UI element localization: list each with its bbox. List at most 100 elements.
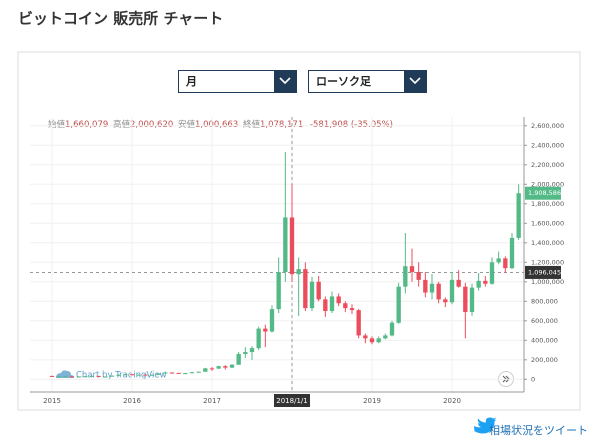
candle-body [229,364,235,368]
candle-body [449,279,455,303]
candle-body [263,328,268,332]
y-tick-label: 1,600,000 [531,219,564,227]
candle-body [396,286,401,323]
x-tick-label: 2018/1/1 [276,397,307,405]
y-tick-label: 0 [531,375,535,383]
candle-body [296,269,301,275]
x-tick-label: 2015 [43,397,61,405]
legend-change: -581,908 (-35.05%) [310,120,393,130]
candle-body [76,376,81,378]
candle-body [116,374,121,376]
watermark-text: Chart by TradingView [76,371,167,381]
last-price-label: 1,908,586 [528,189,561,197]
candle-body [109,375,115,377]
legend-label: 高値 [113,119,131,130]
candle-body [83,376,88,378]
candle-body [409,266,415,273]
candle-body [169,372,175,374]
legend-label: 安値 [178,119,196,130]
candle-body [149,374,155,376]
candle-body [349,308,355,311]
candle-body [156,373,161,375]
candle-body [103,376,108,378]
candle-body [503,258,508,269]
y-tick-label: 2,400,000 [531,141,564,149]
candle-body [129,374,135,376]
candle-body [189,372,195,374]
y-tick-label: 2,600,000 [531,122,564,130]
candle-body [329,296,335,312]
candle-body [496,258,501,263]
select-button[interactable] [274,70,297,93]
candle-body [443,299,448,303]
crosshair-x-box [274,394,310,407]
interval-select[interactable]: 月 [178,70,297,93]
watermark: Chart by TradingView [56,370,167,381]
candle-body [96,375,101,377]
candle-body [176,372,181,374]
x-tick-label: 2016 [123,397,141,405]
chevron [409,77,421,85]
candle-body [429,283,435,293]
candle-body [236,353,241,365]
candle-body [316,281,321,300]
y-tick-label: 2,200,000 [531,161,564,169]
legend-label: 終値 [243,119,261,130]
select-button[interactable] [404,70,427,93]
legend-value: 2,000,620 [130,120,173,130]
candle-body [123,374,128,376]
tweet-text[interactable]: 相場状況をツイート [489,423,588,437]
select-label: 月 [185,75,197,88]
candle-body [56,376,61,378]
candle-body [289,217,295,275]
watermark-icon [56,370,74,378]
candle-body [416,272,421,280]
y-tick-label: 200,000 [531,356,558,364]
y-tick-label: 1,000,000 [531,278,564,286]
candle-body [303,269,308,309]
candle-body [63,376,68,378]
candle-body [509,237,515,269]
x-tick-label: 2017 [203,397,221,405]
candle-body [49,375,55,377]
tweet-link[interactable]: 相場状況をツイート [474,417,588,438]
candle-body [163,372,168,374]
candle-body [383,335,388,339]
candle-body [516,193,521,238]
candle-body [403,266,408,287]
candle-body [363,335,368,339]
chevron [279,77,291,85]
y-tick-label: 1,800,000 [531,200,564,208]
candle-body [469,287,475,313]
y-tick-label: 800,000 [531,297,558,305]
candle-body [216,366,221,369]
y-tick-label: 1,400,000 [531,239,564,247]
chart-panel [17,51,581,411]
x-tick-label: 2019 [363,397,381,405]
style-select[interactable]: ローソク足 [308,70,427,93]
candle-body [209,368,215,370]
legend-label: 始値 [48,119,66,130]
candle-body [183,373,188,375]
candle-body [356,310,361,336]
candle-body [89,375,95,377]
candle-body [283,217,288,273]
y-tick-label: 2,000,000 [531,180,564,188]
candle-body [389,322,395,336]
x-tick-label: 2020 [443,397,461,405]
candle-body [423,279,428,293]
candle-body [196,371,201,373]
select-label: ローソク足 [316,75,372,88]
y-tick-label: 1,200,000 [531,258,564,266]
crosshair-price-box [525,265,561,279]
candle-body [489,262,495,284]
legend-value: 1,078,171 [260,120,303,130]
candle-body [476,280,481,288]
candle-body [256,328,261,349]
twitter-icon [474,417,497,434]
candle-body [336,296,341,304]
candle-body [249,348,255,353]
candle-body [309,281,315,309]
candle-body [343,303,348,309]
